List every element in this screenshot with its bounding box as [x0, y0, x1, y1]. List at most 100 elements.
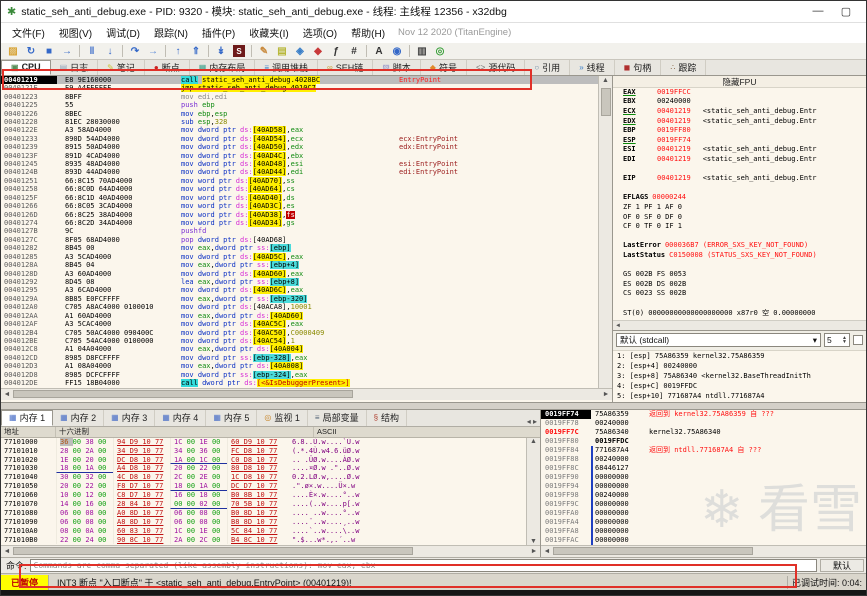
disasm-bytes[interactable]: 55	[65, 101, 74, 110]
stack-address[interactable]: 0019FF90	[545, 472, 579, 481]
dump-hex-group[interactable]: 1C 00 1E 00	[170, 437, 227, 447]
disasm-row[interactable]: 00401225 55 push ebp	[1, 101, 598, 109]
dump-hex-group[interactable]: 20 00 22 00	[170, 464, 227, 474]
stack-row[interactable]: 0019FF80 0019FFDC	[541, 437, 866, 446]
disasm-instruction[interactable]: mov word ptr ds:[40AD64],cs	[181, 185, 295, 194]
stack-row[interactable]: 0019FF88 00240000	[541, 454, 866, 464]
disasm-row[interactable]: 00401285 A3 5CAD4000 mov dword ptr ds:[40A…	[1, 252, 598, 261]
disasm-address[interactable]: 004012A0	[4, 303, 38, 312]
stack-row[interactable]: 0019FFA4 00000000	[541, 517, 866, 527]
open-file-icon[interactable]: ▨	[8, 45, 18, 57]
step-out-icon[interactable]: ↑	[175, 45, 181, 57]
tab-日志[interactable]: ▤ 日志	[51, 59, 99, 75]
scroll-left-icon[interactable]: ◄	[3, 547, 11, 555]
dump-row[interactable]: 771010B0 22 00 24 00 90 8C 10 77 2A 00 2C 0…	[1, 535, 526, 545]
disasm-row[interactable]: 0040129A 8B85 E0FCFFFF mov eax,dword ptr s…	[1, 294, 598, 303]
disasm-bytes[interactable]: A1 60AD4000	[65, 311, 112, 320]
disasm-row[interactable]: 00401228 81EC 28030000 sub esp,328	[1, 118, 598, 126]
intermodular-calls-icon[interactable]: #	[351, 45, 357, 57]
disasm-address[interactable]: 004012CD	[4, 353, 38, 362]
disasm-address[interactable]: 00401295	[4, 286, 38, 295]
register-row[interactable]: EDX 00401219 <static_seh_anti_debug.Entr	[623, 117, 866, 127]
tab-符号[interactable]: ◆ 符号	[421, 59, 467, 75]
dump-ascii[interactable]: .... ..w....°..w	[292, 508, 360, 517]
dump-hex-group[interactable]: 1C D8 10 77	[227, 473, 284, 483]
stack-row[interactable]: 0019FF8C 68446127	[541, 463, 866, 473]
stack-row[interactable]: 0019FF90 00000000	[541, 472, 866, 482]
registers-hscrollbar[interactable]: ◄	[613, 319, 866, 330]
disasm-address[interactable]: 004012DE	[4, 379, 38, 388]
disasm-bytes[interactable]: 8B85 E0FCFFFF	[65, 294, 120, 303]
dump-hex-group[interactable]: 2A 00 2C 00	[170, 535, 227, 545]
dump-address[interactable]: 771010B0	[4, 535, 38, 544]
argument-row[interactable]: 1: [esp] 75A86359 kernel32.75A86359	[617, 351, 765, 360]
disasm-bytes[interactable]: 8935 48AD4000	[65, 160, 120, 169]
disasm-row[interactable]: 0040121E E9 A4FEFFFF jmp static_seh_anti_d…	[1, 84, 598, 93]
dump-hex-group[interactable]: 18 00 1A 00	[170, 482, 227, 492]
dock-splitter[interactable]	[1, 401, 866, 410]
disasm-instruction[interactable]: lea eax,dword ptr ss:[ebp+8]	[181, 277, 300, 286]
dump-hex-group[interactable]: 06 00 08 00	[170, 508, 227, 518]
disasm-instruction[interactable]: mov dword ptr ds:[40AD54],ecx	[181, 134, 304, 143]
disasm-row[interactable]: 00401251 66:8C15 70AD4000 mov word ptr ds:…	[1, 176, 598, 185]
disasm-row[interactable]: 00401282 8B45 00 mov eax,dword ptr ss:[ebp…	[1, 244, 598, 253]
dump-hex-group[interactable]: 30 00 32 00	[56, 473, 113, 483]
disasm-row[interactable]: 004012A0 C705 A8AC4000 0100010 mov dword p…	[1, 303, 598, 311]
stack-row[interactable]: 0019FF74 75A86359 返回到 kernel32.75A86359 自 …	[541, 409, 866, 419]
disasm-address[interactable]: 0040125F	[4, 193, 38, 202]
disassembly-hscrollbar[interactable]: ◄ ►	[1, 387, 612, 400]
register-row[interactable]: EBX 00240000	[623, 97, 866, 107]
disasm-row[interactable]: 00401245 8935 48AD4000 mov dword ptr ds:[4…	[1, 160, 598, 169]
tab-scroll-arrows[interactable]: ◂ ▸	[526, 416, 537, 426]
stack-value[interactable]: 00000000	[591, 517, 643, 527]
disasm-address[interactable]: 00401225	[4, 101, 38, 110]
dump-address[interactable]: 77101000	[4, 437, 38, 446]
disasm-address[interactable]: 0040121E	[4, 84, 38, 93]
register-row[interactable]: EAX 0019FFCC	[623, 88, 866, 98]
dump-hex-group[interactable]: A8 8D 10 77	[113, 517, 170, 527]
dump-hex-group[interactable]: 1A 00 1C 00	[170, 455, 227, 465]
stack-value[interactable]: 75A86340	[595, 427, 629, 436]
minimize-button[interactable]: —	[812, 5, 824, 18]
disasm-bytes[interactable]: 8985 DCFCFFFF	[65, 370, 120, 379]
disasm-instruction[interactable]: mov eax,dword ptr ss:[ebp-320]	[181, 294, 308, 303]
tab-断点[interactable]: ● 断点	[145, 59, 190, 75]
patch-icon[interactable]: S	[230, 44, 248, 59]
disasm-instruction[interactable]: sub esp,328	[181, 117, 228, 126]
dump-hex-group[interactable]: 00 00 02 00	[170, 499, 227, 509]
dump-row[interactable]: 771010A0 08 00 0A 00 60 83 10 77 1C 00 1E 0…	[1, 526, 526, 536]
register-row[interactable]	[623, 261, 866, 271]
disasm-instruction[interactable]: mov dword ptr ds:[40AC50],C0000409	[181, 328, 325, 337]
tab-内存 4[interactable]: ▦ 内存 4	[155, 409, 207, 426]
tab-引用[interactable]: ○ 引用	[525, 59, 571, 75]
scroll-left-icon[interactable]: ◄	[543, 547, 551, 555]
tab-内存 1[interactable]: ▦ 内存 1	[1, 409, 54, 426]
dump-address[interactable]: 771010A0	[4, 526, 38, 535]
register-value[interactable]: 0019FF74	[657, 135, 691, 144]
dump-hex-group[interactable]: 80 D8 10 77	[227, 464, 284, 474]
tab-内存 2[interactable]: ▦ 内存 2	[53, 409, 105, 426]
dump-address[interactable]: 77101040	[4, 473, 38, 482]
register-value[interactable]: 0019FFCC	[657, 87, 691, 96]
step-over-icon[interactable]: ↷	[130, 45, 140, 57]
dump-hex-group[interactable]: 4C D8 10 77	[113, 473, 170, 483]
register-row[interactable]	[623, 165, 866, 175]
disasm-bytes[interactable]: 8F05 68AD4000	[65, 235, 120, 244]
tab-SEH链[interactable]: ∞ SEH链	[318, 59, 374, 75]
dump-ascii[interactable]: ....`..w....\..w	[292, 526, 360, 535]
register-row[interactable]: EBP 0019FF80	[623, 126, 866, 136]
disasm-row[interactable]: 0040127B 9C pushfd	[1, 227, 598, 235]
disasm-row[interactable]: 004012D3 A1 08A04000 mov eax,dword ptr ds:…	[1, 362, 598, 371]
disasm-instruction[interactable]: call static_seh_anti_debug.4028BC	[181, 75, 321, 84]
stack-value[interactable]: 00240000	[591, 454, 643, 464]
stack-value[interactable]: 771687A4	[591, 445, 643, 455]
disasm-bytes[interactable]: 8D45 08	[65, 277, 95, 286]
dump-row[interactable]: 77101080 06 00 08 00 A0 8D 10 77 06 00 08 0…	[1, 508, 526, 518]
dump-hex-group[interactable]: 94 D9 10 77	[113, 437, 170, 447]
dump-hex-group[interactable]: 10 00 12 00	[56, 491, 113, 500]
disasm-bytes[interactable]: 893D 44AD4000	[65, 168, 120, 177]
step-into-icon[interactable]: ↓	[107, 45, 113, 57]
dump-hex-group[interactable]: 5C 84 10 77	[227, 526, 284, 536]
disasm-row[interactable]: 00401266 66:8C05 3CAD4000 mov word ptr ds:…	[1, 202, 598, 211]
register-row[interactable]: EIP 00401219 <static_seh_anti_debug.Entr	[623, 174, 866, 184]
